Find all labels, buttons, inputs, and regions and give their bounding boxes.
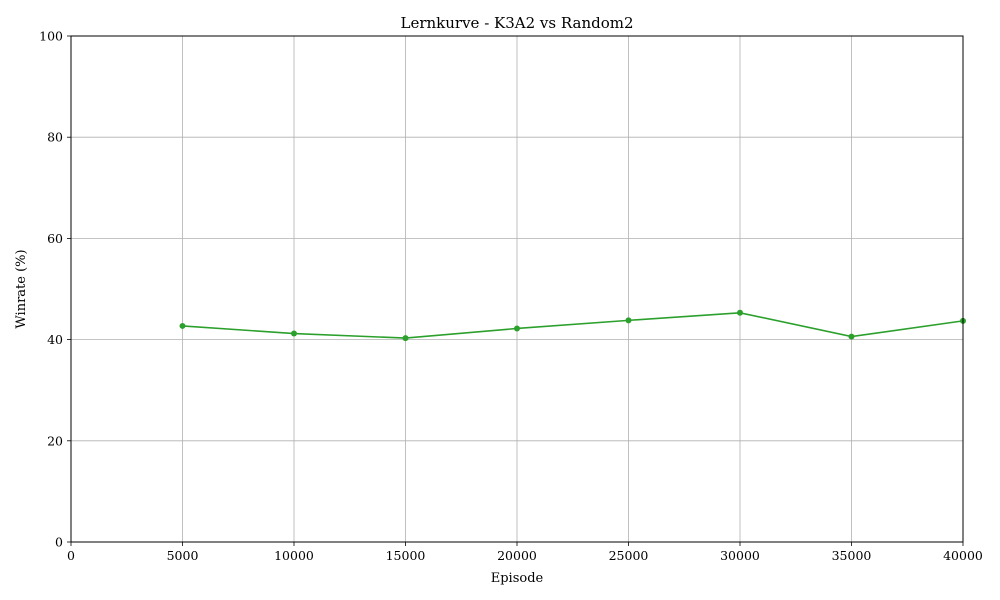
x-tick-label: 30000 [720, 548, 760, 563]
data-point [179, 322, 186, 329]
data-point [514, 325, 520, 332]
axis-ticks: 0 5000 10000 15000 20000 25000 30000 35000 40000… [39, 29, 983, 564]
chart-title: Lernkurve - K3A2 vs Random2 [400, 14, 633, 32]
y-tick-label: 100 [39, 29, 63, 44]
x-tick-label: 15000 [386, 548, 426, 563]
x-tick-label: 25000 [609, 548, 649, 563]
y-tick-label: 40 [47, 332, 63, 347]
data-point [737, 309, 743, 316]
y-tick-label: 60 [47, 231, 63, 246]
series-layer [179, 309, 966, 342]
x-tick-label: 5000 [167, 548, 199, 563]
y-tick-label: 0 [55, 535, 63, 550]
y-tick-label: 80 [47, 130, 63, 145]
x-tick-label: 20000 [497, 548, 537, 563]
y-tick-label: 20 [47, 433, 63, 448]
data-point [848, 333, 855, 340]
series-line [182, 311, 964, 339]
x-tick-label: 40000 [943, 548, 983, 563]
x-tick-label: 0 [67, 548, 75, 563]
data-point [291, 330, 297, 337]
data-point [625, 317, 632, 324]
y-axis-label: Winrate (%) [14, 249, 29, 328]
grid-lines [70, 35, 964, 543]
x-tick-label: 10000 [274, 548, 314, 563]
x-tick-label: 35000 [832, 548, 872, 563]
x-axis-label: Episode [491, 571, 544, 586]
data-point [402, 335, 409, 342]
